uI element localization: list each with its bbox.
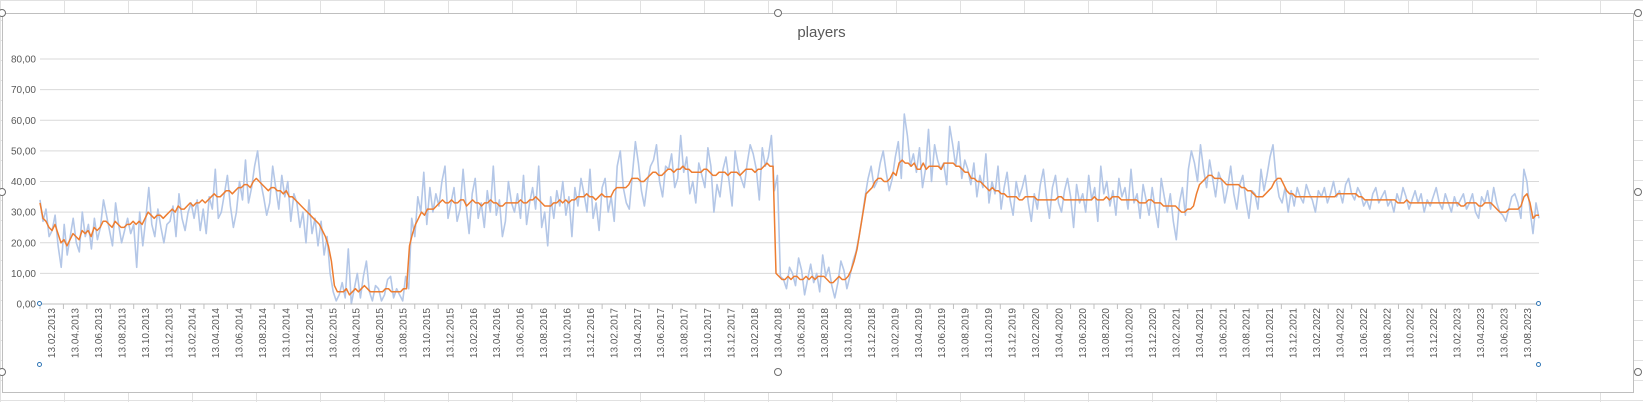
x-tick-label: 13.06.2018	[797, 308, 808, 358]
x-tick-label: 13.06.2021	[1218, 308, 1229, 358]
x-tick-label: 13.08.2018	[820, 308, 831, 358]
x-tick-label: 13.08.2019	[961, 308, 972, 358]
chart-title: players	[797, 24, 846, 41]
y-tick-label: 0,00	[17, 300, 37, 311]
x-tick-label: 13.10.2015	[422, 308, 433, 358]
plot-area-handle-bottom-left[interactable]	[37, 362, 42, 367]
x-tick-label: 13.10.2021	[1265, 308, 1276, 358]
y-tick-label: 60,00	[11, 116, 36, 127]
x-tick-label: 13.12.2016	[586, 308, 597, 358]
resize-handle-middle-right[interactable]	[1634, 188, 1642, 196]
y-tick-label: 30,00	[11, 208, 36, 219]
y-tick-label: 50,00	[11, 146, 36, 157]
x-tick-label: 13.12.2020	[1148, 308, 1159, 358]
x-tick-label: 13.12.2021	[1289, 308, 1300, 358]
plot-area-handle-top-left[interactable]	[37, 301, 42, 306]
x-tick-label: 13.08.2014	[258, 308, 269, 358]
x-tick-label: 13.06.2020	[1078, 308, 1089, 358]
x-tick-label: 13.02.2021	[1171, 308, 1182, 358]
y-tick-label: 40,00	[11, 177, 36, 188]
x-tick-label: 13.02.2018	[750, 308, 761, 358]
x-tick-label: 13.04.2015	[352, 308, 363, 358]
x-tick-label: 13.02.2016	[469, 308, 480, 358]
x-tick-label: 13.02.2015	[328, 308, 339, 358]
x-tick-label: 13.10.2014	[281, 308, 292, 358]
x-tick-label: 13.08.2023	[1523, 308, 1534, 358]
resize-handle-bottom-right[interactable]	[1634, 368, 1642, 376]
x-tick-label: 13.06.2013	[94, 308, 105, 358]
x-tick-label: 13.08.2017	[680, 308, 691, 358]
x-tick-label: 13.06.2015	[375, 308, 386, 358]
chart-area[interactable]	[2, 13, 1634, 393]
x-tick-label: 13.02.2022	[1312, 308, 1323, 358]
resize-handle-top-center[interactable]	[774, 9, 782, 17]
series-line-daily	[39, 113, 1540, 305]
x-tick-label: 13.10.2020	[1125, 308, 1136, 358]
x-tick-label: 13.10.2018	[844, 308, 855, 358]
x-tick-label: 13.04.2018	[773, 308, 784, 358]
x-tick-label: 13.08.2015	[399, 308, 410, 358]
x-tick-label: 13.08.2022	[1382, 308, 1393, 358]
x-tick-label: 13.02.2014	[188, 308, 199, 358]
x-tick-label: 13.04.2016	[492, 308, 503, 358]
x-tick-label: 13.04.2022	[1335, 308, 1346, 358]
x-tick-label: 13.04.2013	[71, 308, 82, 358]
y-tick-label: 10,00	[11, 269, 36, 280]
resize-handle-middle-left[interactable]	[0, 188, 6, 196]
plot-area-handle-top-right[interactable]	[1536, 301, 1541, 306]
x-tick-label: 13.02.2017	[609, 308, 620, 358]
x-tick-label: 13.10.2013	[141, 308, 152, 358]
resize-handle-top-left[interactable]	[0, 9, 6, 17]
series-line-average	[39, 159, 1539, 296]
x-tick-label: 13.02.2023	[1453, 308, 1464, 358]
x-tick-label: 13.04.2017	[633, 308, 644, 358]
x-tick-label: 13.12.2014	[305, 308, 316, 358]
x-tick-label: 13.04.2019	[914, 308, 925, 358]
x-tick-label: 13.04.2021	[1195, 308, 1206, 358]
x-tick-label: 13.04.2020	[1054, 308, 1065, 358]
x-tick-label: 13.12.2013	[164, 308, 175, 358]
resize-handle-bottom-center[interactable]	[774, 368, 782, 376]
plot-area-handle-bottom-right[interactable]	[1536, 362, 1541, 367]
x-tick-label: 13.12.2022	[1429, 308, 1440, 358]
resize-handle-bottom-left[interactable]	[0, 368, 6, 376]
x-tick-label: 13.10.2016	[562, 308, 573, 358]
x-tick-label: 13.12.2015	[445, 308, 456, 358]
x-tick-label: 13.06.2016	[516, 308, 527, 358]
x-tick-label: 13.04.2023	[1476, 308, 1487, 358]
y-tick-label: 70,00	[11, 85, 36, 96]
y-tick-label: 20,00	[11, 238, 36, 249]
x-tick-label: 13.06.2022	[1359, 308, 1370, 358]
x-tick-label: 13.08.2020	[1101, 308, 1112, 358]
x-tick-label: 13.08.2013	[117, 308, 128, 358]
y-tick-label: 80,00	[11, 55, 36, 66]
x-tick-label: 13.12.2017	[726, 308, 737, 358]
x-tick-label: 13.12.2019	[1008, 308, 1019, 358]
x-tick-label: 13.10.2022	[1406, 308, 1417, 358]
x-tick-label: 13.12.2018	[867, 308, 878, 358]
x-tick-label: 13.02.2013	[47, 308, 58, 358]
x-tick-label: 13.06.2014	[235, 308, 246, 358]
x-tick-label: 13.10.2017	[703, 308, 714, 358]
resize-handle-top-right[interactable]	[1634, 9, 1642, 17]
x-tick-label: 13.06.2023	[1499, 308, 1510, 358]
x-tick-label: 13.02.2019	[890, 308, 901, 358]
x-tick-label: 13.06.2017	[656, 308, 667, 358]
x-tick-label: 13.04.2014	[211, 308, 222, 358]
x-tick-label: 13.10.2019	[984, 308, 995, 358]
x-tick-label: 13.06.2019	[937, 308, 948, 358]
x-tick-label: 13.08.2016	[539, 308, 550, 358]
x-tick-label: 13.02.2020	[1031, 308, 1042, 358]
x-tick-label: 13.08.2021	[1242, 308, 1253, 358]
